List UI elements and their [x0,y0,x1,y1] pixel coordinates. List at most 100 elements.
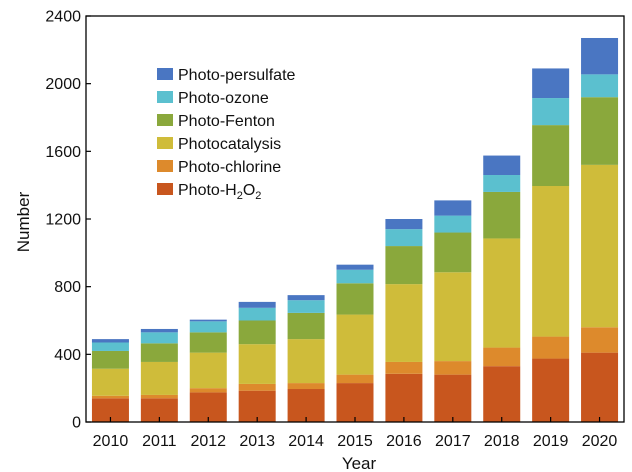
bar-2016-photo-chlorine [385,361,423,374]
y-tick-label: 2400 [45,9,81,26]
bar-2017-photo-fenton [434,232,472,273]
bar-2015-photo-persulfate [336,264,374,270]
bar-2019-photo-chlorine [532,336,570,359]
x-tick-label: 2012 [190,433,226,450]
bar-2010-photocatalysis [91,368,129,396]
y-tick-label: 1600 [45,144,81,161]
x-tick-label: 2015 [337,433,373,450]
bar-2019-photo-h2o2 [532,358,570,422]
bar-2020-photo-fenton [581,97,619,165]
y-tick-label: 2000 [45,76,81,93]
bar-2019-photo-persulfate [532,68,570,99]
legend-entry: Photo-H2O2 [178,182,261,202]
bar-2012-photocatalysis [189,352,227,389]
x-tick-label: 2019 [533,433,569,450]
legend-entry: Photo-persulfate [178,67,296,84]
bar-2017-photo-chlorine [434,361,472,375]
bar-2014-photo-persulfate [287,295,325,301]
legend-entry: Photo-chlorine [178,159,281,176]
bar-2011-photo-ozone [140,332,178,344]
bar-2016-photocatalysis [385,284,423,362]
x-tick-label: 2013 [239,433,275,450]
bar-2018-photo-ozone [483,175,521,192]
bar-2017-photocatalysis [434,272,472,362]
bar-2020-photo-chlorine [581,327,619,353]
bar-2011-photocatalysis [140,361,178,395]
bar-2013-photo-ozone [238,307,276,321]
bars-layer [91,37,619,422]
bar-2017-photo-ozone [434,215,472,233]
legend: Photo-persulfate Photo-ozone Photo-Fenton P… [157,67,296,202]
bar-2020-photo-persulfate [581,37,619,75]
bar-2019-photocatalysis [532,186,570,337]
bar-2013-photo-chlorine [238,383,276,391]
bar-2011-photo-h2o2 [140,398,178,422]
bar-2016-photo-fenton [385,246,423,285]
bar-2012-photo-fenton [189,332,227,353]
bar-2018-photo-persulfate [483,155,521,176]
bar-2010-photo-ozone [91,342,129,351]
bar-2018-photo-fenton [483,191,521,239]
bar-2010-photo-fenton [91,350,129,369]
legend-swatch [157,160,173,172]
bar-2015-photo-h2o2 [336,383,374,422]
x-tick-label: 2011 [142,433,177,450]
legend-entry: Photo-Fenton [178,113,275,130]
bar-2020-photocatalysis [581,164,619,328]
bar-2011-photo-persulfate [140,328,178,333]
bar-2017-photo-persulfate [434,200,472,216]
bar-2014-photo-fenton [287,312,325,340]
bar-2014-photo-chlorine [287,383,325,390]
bar-2014-photo-h2o2 [287,389,325,422]
x-tick-label: 2020 [582,433,618,450]
legend-swatch [157,91,173,103]
bar-2016-photo-persulfate [385,219,423,230]
bar-2013-photocatalysis [238,344,276,384]
bar-2018-photocatalysis [483,238,521,348]
legend-swatch [157,137,173,149]
bar-2016-photo-h2o2 [385,373,423,422]
bar-2020-photo-h2o2 [581,352,619,422]
x-tick-label: 2016 [386,433,422,450]
bar-2012-photo-chlorine [189,388,227,393]
x-tick-label: 2018 [484,433,520,450]
x-axis-title: Year [342,454,377,472]
bar-2013-photo-h2o2 [238,390,276,422]
legend-swatch [157,68,173,80]
bar-2018-photo-h2o2 [483,366,521,422]
bar-2011-photo-chlorine [140,394,178,399]
legend-entry: Photo-ozone [178,90,269,107]
axes-layer: 0 400 800 1200 1600 2000 2400 2010 2011 2012 2013 2… [45,9,625,450]
bar-2019-photo-fenton [532,125,570,187]
legend-entry: Photocatalysis [178,136,281,153]
y-tick-label: 1200 [45,212,81,229]
bar-2013-photo-fenton [238,320,276,345]
bar-2015-photo-ozone [336,269,374,284]
bar-2017-photo-h2o2 [434,374,472,422]
bar-2013-photo-persulfate [238,301,276,308]
x-tick-label: 2010 [93,433,129,450]
y-tick-label: 400 [54,347,81,364]
bar-2015-photo-fenton [336,283,374,315]
bar-2018-photo-chlorine [483,347,521,367]
bar-2010-photo-chlorine [91,395,129,399]
bar-2012-photo-ozone [189,321,227,333]
y-tick-label: 0 [72,415,81,432]
bar-2012-photo-persulfate [189,319,227,322]
bar-2014-photo-ozone [287,300,325,313]
bar-2016-photo-ozone [385,229,423,247]
bar-2010-photo-persulfate [91,339,129,343]
legend-swatch [157,114,173,126]
bar-2015-photo-chlorine [336,374,374,384]
bar-2019-photo-ozone [532,98,570,126]
bar-2020-photo-ozone [581,74,619,98]
bar-2015-photocatalysis [336,314,374,375]
x-tick-label: 2017 [435,433,471,450]
legend-swatch [157,183,173,195]
bar-2014-photocatalysis [287,339,325,384]
bar-2011-photo-fenton [140,343,178,362]
y-tick-label: 800 [54,279,81,296]
y-axis-title: Number [14,191,33,252]
bar-2010-photo-h2o2 [91,398,129,422]
